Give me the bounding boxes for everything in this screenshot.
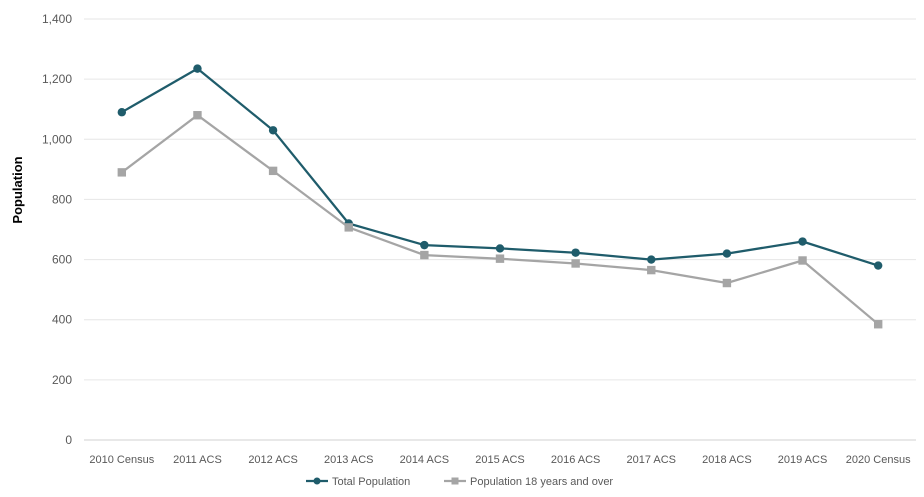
legend-item: Total Population — [306, 476, 410, 488]
legend-label: Total Population — [332, 476, 410, 488]
data-point — [495, 254, 505, 263]
y-axis: 0 200 400 600 800 1,000 1,200 1,400 — [42, 12, 72, 447]
data-point — [495, 244, 505, 253]
x-axis: 2010 Census 2011 ACS 2012 ACS 2013 ACS 2014 … — [89, 454, 911, 466]
data-point — [268, 166, 278, 176]
legend-label: Population 18 years and over — [470, 476, 613, 488]
data-point — [647, 265, 656, 275]
x-tick-label: 2017 ACS — [626, 454, 676, 466]
data-point — [571, 248, 580, 257]
data-point — [873, 320, 883, 329]
legend-item: Population 18 years and over — [444, 476, 613, 488]
data-point — [193, 111, 202, 120]
series-line — [120, 114, 880, 326]
legend-marker — [451, 477, 459, 485]
data-point — [571, 259, 580, 268]
data-point — [873, 261, 883, 270]
x-tick-label: 2016 ACS — [551, 454, 601, 466]
y-tick-label: 1,200 — [42, 72, 72, 86]
y-tick-label: 800 — [52, 192, 72, 206]
x-tick-label: 2015 ACS — [475, 454, 525, 466]
data-point — [722, 249, 732, 258]
series-line — [120, 67, 880, 267]
legend-marker — [313, 477, 321, 485]
data-point — [420, 250, 429, 260]
series-2 — [117, 111, 883, 329]
data-point — [798, 256, 807, 265]
series-1 — [117, 64, 883, 270]
x-tick-label: 2019 ACS — [778, 454, 828, 466]
y-axis-title: Population — [10, 156, 25, 223]
legend: Total Population Population 18 years and … — [306, 476, 613, 488]
y-tick-label: 400 — [52, 313, 72, 327]
x-tick-label: 2014 ACS — [400, 454, 450, 466]
y-tick-label: 600 — [52, 253, 72, 267]
x-tick-label: 2020 Census — [846, 454, 911, 466]
gridlines — [84, 18, 916, 441]
data-point — [647, 255, 656, 264]
x-tick-label: 2013 ACS — [324, 454, 374, 466]
y-tick-label: 0 — [65, 433, 72, 447]
y-tick-label: 1,000 — [42, 132, 72, 146]
data-point — [344, 223, 353, 232]
data-point — [268, 126, 278, 135]
x-tick-label: 2010 Census — [89, 454, 154, 466]
data-point — [722, 278, 732, 288]
x-tick-label: 2011 ACS — [173, 454, 222, 466]
y-tick-label: 200 — [52, 373, 72, 387]
data-point — [193, 64, 202, 73]
x-tick-label: 2018 ACS — [702, 454, 752, 466]
data-point — [117, 168, 127, 177]
data-point — [798, 237, 807, 246]
x-tick-label: 2012 ACS — [248, 454, 298, 466]
series — [117, 64, 883, 329]
data-point — [117, 108, 127, 117]
y-tick-label: 1,400 — [42, 12, 72, 26]
data-point — [420, 240, 429, 250]
